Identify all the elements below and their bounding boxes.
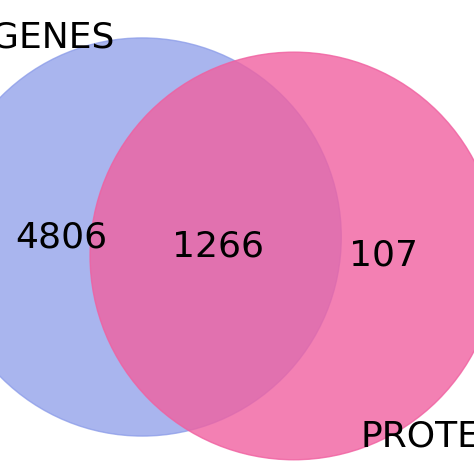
Circle shape: [0, 38, 341, 436]
Circle shape: [90, 52, 474, 460]
Text: 1266: 1266: [172, 229, 264, 264]
Text: 4806: 4806: [16, 220, 108, 254]
Text: GENES: GENES: [0, 21, 114, 55]
Text: 107: 107: [349, 239, 419, 273]
Text: PROTEINS: PROTEINS: [360, 419, 474, 453]
